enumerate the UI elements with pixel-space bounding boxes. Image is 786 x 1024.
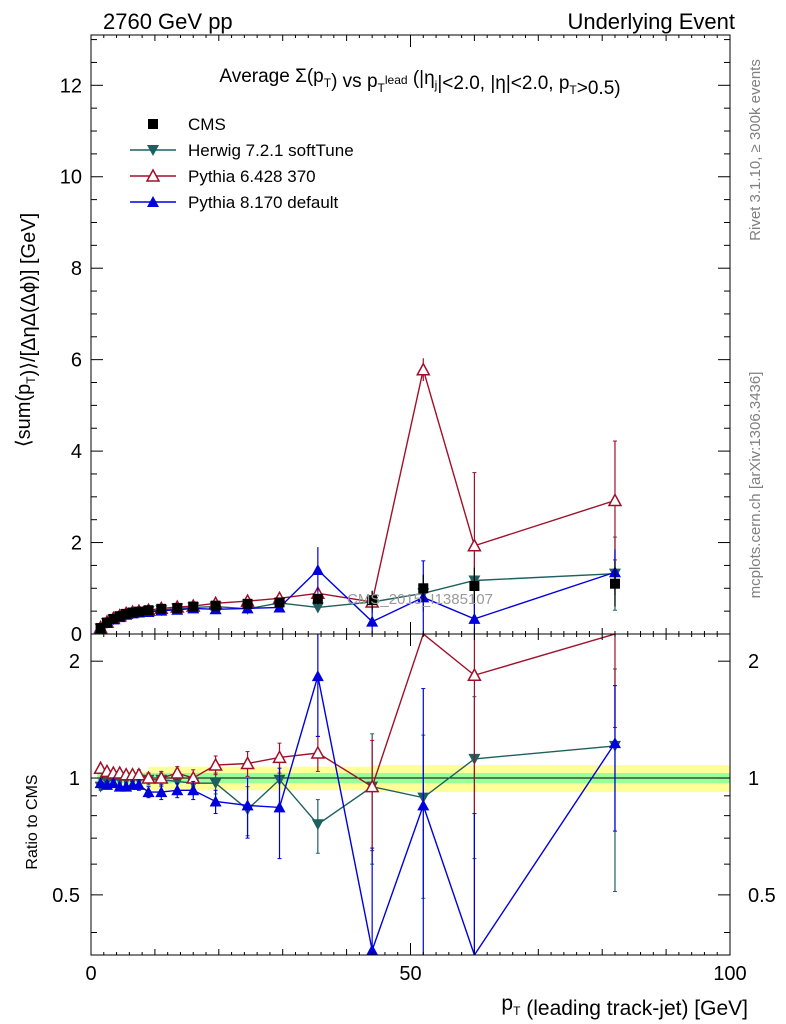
source-label: mcplots.cern.ch [arXiv:1306.3436] <box>747 372 764 599</box>
data-point <box>208 757 223 771</box>
data-point <box>188 601 199 612</box>
ratio-y-tick-label: 2 <box>69 651 80 673</box>
energy-label: 2760 GeV pp <box>103 9 233 34</box>
legend-item: Herwig 7.2.1 softTune <box>130 141 354 160</box>
data-point <box>210 600 221 611</box>
y-axis-label: ⟨sum(pT)⟩/[ΔηΔ(Δϕ)] [GeV] <box>13 213 40 447</box>
data-point <box>95 623 106 634</box>
data-point <box>209 778 222 790</box>
data-point <box>209 795 222 807</box>
data-point <box>241 799 254 811</box>
data-point <box>141 770 156 784</box>
data-point <box>273 801 286 813</box>
data-point <box>187 784 200 796</box>
watermark: CMS_2015_I1385107 <box>347 591 493 608</box>
data-point <box>607 492 623 507</box>
ratio-y-tick-label: 1 <box>69 768 80 790</box>
main-panel-series <box>93 358 623 634</box>
data-point <box>468 612 481 624</box>
data-point <box>240 755 255 770</box>
data-point <box>609 578 620 589</box>
data-point <box>274 597 285 608</box>
ratio-y-tick-label-right: 2 <box>748 651 759 673</box>
data-point <box>311 602 324 614</box>
data-point <box>469 580 480 591</box>
x-tick-label: 100 <box>713 963 746 985</box>
data-point <box>417 799 430 811</box>
ratio-y-axis-label: Ratio to CMS <box>24 774 41 869</box>
data-point <box>132 778 145 790</box>
data-point <box>366 944 379 955</box>
ratio-y-tick-label: 0.5 <box>52 885 80 907</box>
data-point <box>101 617 112 628</box>
legend-marker <box>145 168 161 182</box>
data-point <box>170 765 185 779</box>
rivet-label: Rivet 3.1.10, ≥ 300k events <box>747 59 764 241</box>
legend-marker <box>147 196 159 207</box>
data-point <box>154 770 169 784</box>
data-point <box>418 583 429 594</box>
data-point <box>367 595 378 606</box>
data-point <box>366 615 379 627</box>
x-tick-label: 50 <box>399 963 421 985</box>
legend-label: Herwig 7.2.1 softTune <box>188 141 354 160</box>
y-tick-label: 2 <box>71 533 82 555</box>
y-tick-label: 10 <box>60 167 82 189</box>
data-point <box>310 745 326 759</box>
data-point <box>155 786 168 798</box>
data-point <box>311 670 324 682</box>
data-point <box>311 819 324 831</box>
analysis-label: Underlying Event <box>567 9 735 34</box>
ratio-y-tick-label-right: 1 <box>748 768 759 790</box>
legend-label: Pythia 8.170 default <box>188 193 339 212</box>
y-tick-label: 4 <box>71 441 82 463</box>
y-tick-label: 0 <box>71 624 82 646</box>
data-point <box>171 776 184 788</box>
data-point <box>142 786 155 798</box>
legend-item: Pythia 8.170 default <box>130 193 339 212</box>
series-pythia-8-170-default <box>94 634 621 955</box>
data-point <box>364 779 380 793</box>
ratio-y-tick-label-right: 0.5 <box>748 885 776 907</box>
data-point <box>312 593 323 604</box>
legend-item: CMS <box>148 115 226 134</box>
data-point <box>467 538 482 552</box>
data-point <box>143 605 154 616</box>
data-point <box>608 737 621 749</box>
y-tick-label: 12 <box>60 75 82 97</box>
legend: CMS Herwig 7.2.1 softTune Pythia 6.428 370… <box>130 115 354 212</box>
y-tick-label: 8 <box>71 258 82 280</box>
data-point <box>416 362 431 376</box>
data-point <box>156 603 167 614</box>
data-point <box>127 607 138 618</box>
data-point <box>107 777 120 789</box>
data-point <box>272 749 287 764</box>
y-tick-label: 6 <box>71 350 82 372</box>
data-point <box>121 608 132 619</box>
data-point <box>467 667 482 681</box>
ratio-panel-series <box>93 634 621 955</box>
data-point <box>242 598 253 609</box>
legend-marker <box>147 145 159 156</box>
data-point <box>133 606 144 617</box>
x-tick-label: 0 <box>85 963 96 985</box>
legend-item: Pythia 6.428 370 <box>130 167 316 186</box>
data-point <box>108 613 119 624</box>
data-point <box>311 563 324 575</box>
legend-label: Pythia 6.428 370 <box>188 167 316 186</box>
data-point <box>172 602 183 613</box>
legend-marker <box>148 119 158 129</box>
legend-label: CMS <box>188 115 226 134</box>
chart-title: Average Σ(pT) vs pTlead (|ηj|<2.0, |η|<2… <box>219 66 620 99</box>
data-point <box>171 784 184 796</box>
series-cms <box>95 560 620 634</box>
x-axis-label: pT (leading track-jet) [GeV] <box>501 992 748 1020</box>
data-point <box>114 611 125 622</box>
